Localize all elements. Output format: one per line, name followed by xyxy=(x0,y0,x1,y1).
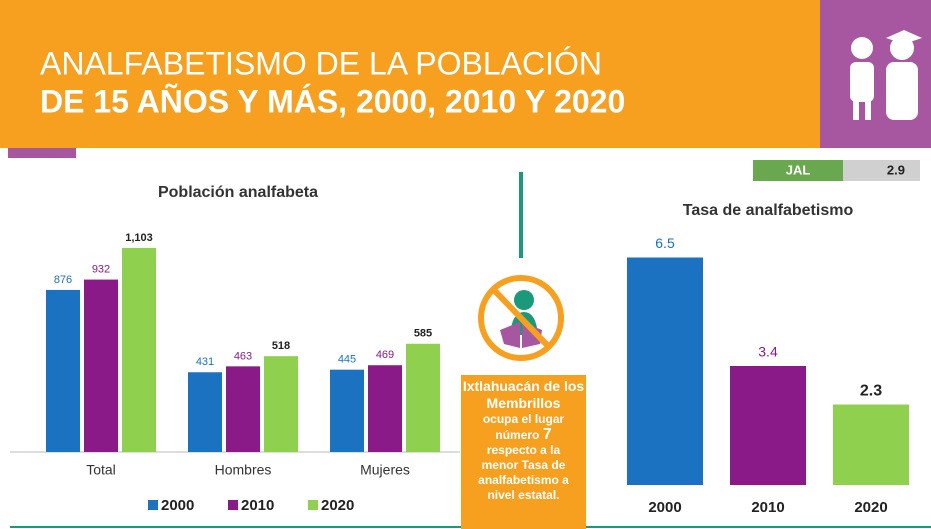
badge-value-box xyxy=(843,160,920,181)
value-label: 431 xyxy=(196,356,214,368)
x-tick-label: Total xyxy=(86,462,116,478)
badge-label: JAL xyxy=(786,162,811,177)
bar xyxy=(84,279,118,452)
legend-swatch xyxy=(148,500,158,510)
callout-rank: 7 xyxy=(542,426,552,443)
x-tick-label: Mujeres xyxy=(360,462,410,478)
title-line2: DE 15 AÑOS Y MÁS, 2000, 2010 Y 2020 xyxy=(40,83,625,119)
bar xyxy=(226,366,260,452)
x-tick-label: 2020 xyxy=(854,499,887,516)
value-label: 6.5 xyxy=(655,235,675,251)
value-label: 3.4 xyxy=(758,344,778,360)
accent-bar xyxy=(8,148,76,158)
legend-label: 2000 xyxy=(161,497,194,514)
value-label: 463 xyxy=(234,350,252,362)
value-label: 1,103 xyxy=(125,232,153,244)
legend-label: 2010 xyxy=(241,497,274,514)
bar xyxy=(122,247,156,452)
value-label: 445 xyxy=(338,354,356,366)
badge-label-box xyxy=(753,160,843,181)
bar xyxy=(406,343,440,452)
value-label: 2.3 xyxy=(860,383,882,400)
callout-text: número xyxy=(495,428,540,442)
title-line1: ANALFABETISMO DE LA POBLACIÓN xyxy=(40,45,602,81)
chart-title: Tasa de analfabetismo xyxy=(683,202,854,219)
value-label: 469 xyxy=(376,349,394,361)
people-icon xyxy=(850,30,922,120)
callout: Ixtlahuacán de los Membrillos ocupa el l… xyxy=(461,375,586,529)
bar xyxy=(330,369,364,452)
x-tick-label: 2000 xyxy=(648,499,681,516)
bar xyxy=(264,356,298,452)
bar xyxy=(46,289,80,452)
value-label: 585 xyxy=(414,328,432,340)
callout-text: ocupa el lugar xyxy=(482,412,565,426)
no-read-icon xyxy=(478,275,564,361)
callout-text: nivel estatal. xyxy=(487,488,560,502)
callout-text: analfabetismo a xyxy=(478,473,569,487)
badge-value: 2.9 xyxy=(887,162,905,177)
bar xyxy=(833,404,909,485)
chart-title: Población analfabeta xyxy=(158,184,318,201)
bar xyxy=(188,372,222,452)
x-tick-label: Hombres xyxy=(215,462,272,478)
value-label: 518 xyxy=(272,340,290,352)
callout-text: menor Tasa de xyxy=(481,458,566,472)
value-label: 932 xyxy=(92,263,110,275)
x-tick-label: 2010 xyxy=(751,499,784,516)
callout-text: respecto a la xyxy=(486,443,561,457)
callout-place: Ixtlahuacán de los Membrillos xyxy=(462,378,585,411)
value-label: 876 xyxy=(54,274,72,286)
bar xyxy=(627,257,703,485)
bar xyxy=(730,366,806,485)
legend-swatch xyxy=(308,500,318,510)
legend-label: 2020 xyxy=(321,497,354,514)
callout-text: número 7 xyxy=(461,427,586,443)
bar xyxy=(368,365,402,452)
legend-swatch xyxy=(228,500,238,510)
header-band xyxy=(0,0,820,148)
